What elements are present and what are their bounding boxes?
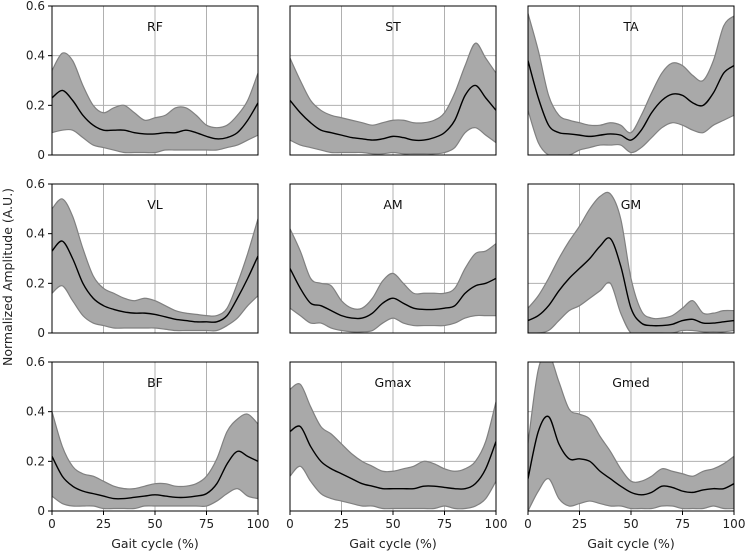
sd-band-rf: [52, 52, 258, 154]
axes-frame: [527, 5, 735, 156]
x-axis-label: Gait cycle (%): [111, 536, 199, 551]
mean-line-gm: [528, 237, 734, 327]
mean-line-vl: [52, 240, 258, 323]
panel-title: ST: [385, 19, 401, 34]
x-tick-label: 25: [96, 517, 111, 531]
sd-band-ta: [528, 13, 734, 155]
panel-title: Gmed: [612, 375, 650, 390]
mean-line-gmed: [528, 415, 734, 496]
mean-line-am: [290, 268, 496, 320]
panel-vl: 0 0.2 0.4 0.6 VL: [26, 177, 259, 340]
sd-band-gmed: [528, 362, 734, 511]
y-tick-label: 0: [37, 504, 45, 518]
y-tick-label: 0.2: [26, 98, 45, 112]
mean-line-gmax: [290, 425, 496, 490]
panel-title: AM: [383, 197, 402, 212]
x-tick-label: 0: [286, 517, 294, 531]
sd-band-am: [290, 228, 496, 333]
panel-am: AM: [289, 183, 497, 334]
panel-title: TA: [622, 19, 639, 34]
x-tick-label: 25: [572, 517, 587, 531]
x-tick-label: 100: [485, 517, 508, 531]
axes-frame: [51, 5, 259, 156]
x-tick-label: 25: [334, 517, 349, 531]
panel-ta: TA: [527, 5, 735, 156]
x-tick-label: 0: [48, 517, 56, 531]
y-tick-label: 0.2: [26, 276, 45, 290]
y-tick-label: 0.4: [26, 405, 45, 419]
y-tick-label: 0.2: [26, 454, 45, 468]
x-tick-label: 0: [524, 517, 532, 531]
x-tick-label: 50: [147, 517, 162, 531]
panel-title: Gmax: [375, 375, 412, 390]
x-tick-label: 75: [199, 517, 214, 531]
mean-line-rf: [52, 89, 258, 140]
y-tick-label: 0.4: [26, 49, 45, 63]
axes-frame: [289, 5, 497, 156]
axes-frame: [51, 183, 259, 334]
sd-band-vl: [52, 198, 258, 332]
panel-gmax: 0 25 50 75 100 Gait cycle (%) Gmax: [286, 361, 508, 551]
x-tick-label: 100: [723, 517, 746, 531]
axes-frame: [289, 183, 497, 334]
x-tick-label: 75: [675, 517, 690, 531]
y-tick-label: 0: [37, 326, 45, 340]
panel-gm: GM: [527, 183, 735, 334]
panel-title: RF: [147, 19, 163, 34]
panel-title: GM: [621, 197, 641, 212]
panel-title: BF: [147, 375, 163, 390]
panel-gmed: 0 25 50 75 100 Gait cycle (%) Gmed: [524, 361, 746, 551]
y-axis-label: Normalized Amplitude (A.U.): [0, 188, 15, 366]
y-tick-label: 0: [37, 148, 45, 162]
panel-rf: 0 0.2 0.4 0.6 RF: [26, 0, 259, 162]
x-tick-label: 75: [437, 517, 452, 531]
mean-line-ta: [528, 60, 734, 141]
panel-bf: 0 0.2 0.4 0.6 0 25 50 75 100 Gait cycle (%) BF: [26, 355, 270, 551]
x-tick-label: 50: [385, 517, 400, 531]
x-axis-label: Gait cycle (%): [349, 536, 437, 551]
sd-band-bf: [52, 411, 258, 510]
mean-line-st: [290, 84, 496, 142]
y-tick-label: 0.6: [26, 0, 45, 13]
x-tick-label: 100: [247, 517, 270, 531]
mean-line-bf: [52, 450, 258, 500]
y-tick-label: 0.4: [26, 227, 45, 241]
panel-title: VL: [147, 197, 163, 212]
x-axis-label: Gait cycle (%): [587, 536, 675, 551]
sd-band-gmax: [290, 383, 496, 510]
y-tick-label: 0.6: [26, 177, 45, 191]
panel-st: ST: [289, 5, 497, 156]
sd-band-gm: [528, 191, 734, 333]
y-tick-label: 0.6: [26, 355, 45, 369]
axes-frame: [527, 183, 735, 334]
sd-band-st: [290, 42, 496, 155]
x-tick-label: 50: [623, 517, 638, 531]
